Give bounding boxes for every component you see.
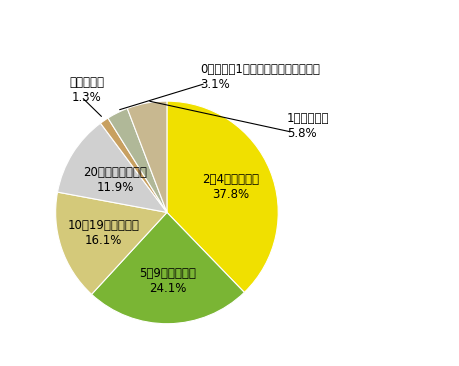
Text: 2～4回購入した
37.8%: 2～4回購入した 37.8% xyxy=(202,173,259,201)
Wedge shape xyxy=(91,212,244,324)
Text: わからない
1.3%: わからない 1.3% xyxy=(69,76,104,104)
Text: 1回購入した
5.8%: 1回購入した 5.8% xyxy=(286,112,329,139)
Text: 10～19回購入した
16.1%: 10～19回購入した 16.1% xyxy=(67,219,139,247)
Text: 20回以上購入した
11.9%: 20回以上購入した 11.9% xyxy=(83,166,147,194)
Wedge shape xyxy=(56,192,167,294)
Wedge shape xyxy=(100,118,167,212)
Text: 0回（最近1年間は購入していない）
3.1%: 0回（最近1年間は購入していない） 3.1% xyxy=(200,63,319,91)
Wedge shape xyxy=(108,108,167,212)
Wedge shape xyxy=(167,101,278,292)
Wedge shape xyxy=(57,123,167,212)
Text: 5～9回購入した
24.1%: 5～9回購入した 24.1% xyxy=(139,268,196,295)
Wedge shape xyxy=(127,101,167,212)
